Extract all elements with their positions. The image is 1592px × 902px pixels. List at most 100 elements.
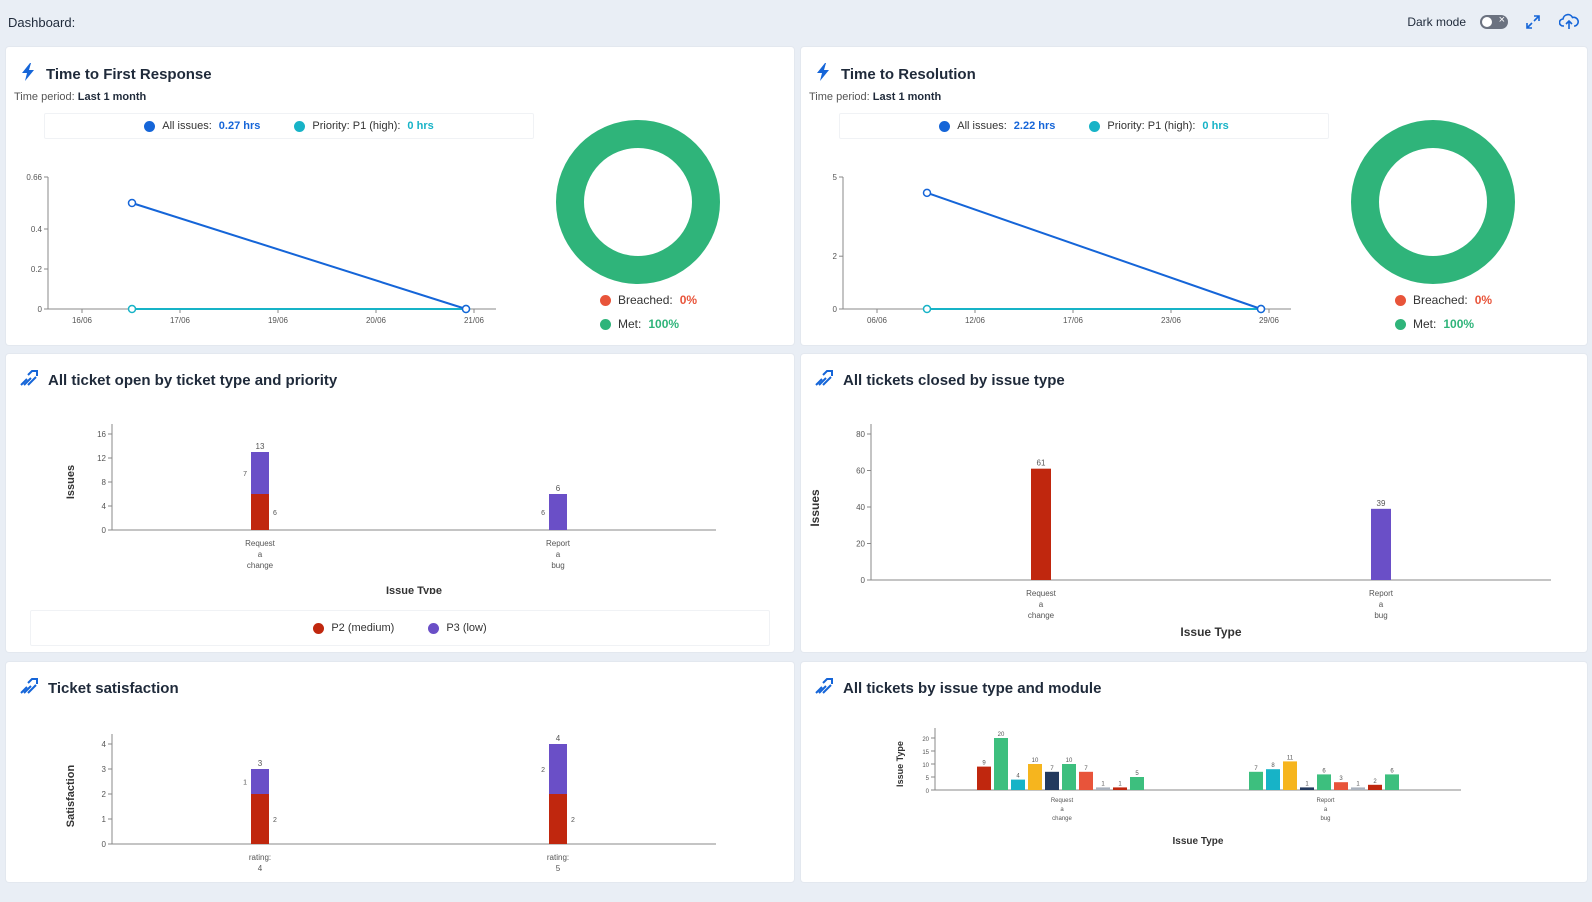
bar-label: 61 bbox=[1037, 459, 1046, 468]
bar-label: 6 bbox=[1390, 768, 1394, 774]
teal-dot-icon bbox=[294, 120, 306, 132]
y-axis-title: Issue Type bbox=[895, 741, 905, 787]
y-tick-label: 40 bbox=[856, 503, 865, 512]
y-tick-label: 12 bbox=[97, 454, 106, 463]
bar-label: 39 bbox=[1377, 499, 1386, 508]
x-tick-label: change bbox=[247, 561, 274, 570]
legend-all-label: All issues: bbox=[162, 120, 212, 132]
legend-p1-value: 0 hrs bbox=[407, 120, 434, 132]
first-response-panel: Time to First Response Time period: Last… bbox=[6, 47, 794, 345]
bar-label: 1 bbox=[1305, 781, 1309, 787]
y-axis-title: Issues bbox=[65, 465, 77, 499]
met-label: Met: bbox=[618, 317, 642, 331]
y-tick-label: 0.2 bbox=[31, 265, 43, 274]
time-period-value: Last 1 month bbox=[872, 91, 942, 103]
donut-slice bbox=[1351, 120, 1515, 284]
closed-by-type-panel: All tickets closed by issue type 0 20 40 60… bbox=[801, 354, 1587, 652]
bar-label: 7 bbox=[1254, 766, 1258, 772]
x-axis-title: Issue Type bbox=[1180, 625, 1241, 639]
bar bbox=[1283, 761, 1297, 790]
chart-brand-icon bbox=[20, 678, 38, 698]
y-tick-label: 4 bbox=[102, 502, 107, 511]
met-label: Met: bbox=[1413, 317, 1437, 331]
chart-brand-icon bbox=[20, 370, 38, 390]
legend-all-issues[interactable]: All issues: 0.27 hrs bbox=[144, 120, 260, 132]
bar-label: 1 bbox=[1118, 781, 1122, 787]
x-tick-label: 17/06 bbox=[1063, 316, 1084, 325]
y-tick-label: 0 bbox=[102, 526, 107, 535]
met-value: 100% bbox=[1443, 317, 1475, 331]
x-tick-label: bug bbox=[1374, 611, 1387, 620]
green-dot-icon bbox=[1395, 318, 1406, 330]
x-tick-label: bug bbox=[551, 561, 564, 570]
legend-breached[interactable]: Breached: 0% bbox=[600, 293, 697, 307]
red-dot-icon bbox=[600, 294, 611, 306]
panel-title: Ticket satisfaction bbox=[20, 678, 179, 698]
y-tick-label: 2 bbox=[102, 790, 107, 799]
blue-dot-icon bbox=[144, 120, 156, 132]
dark-mode-toggle[interactable] bbox=[1480, 14, 1508, 29]
bar-segment bbox=[251, 769, 269, 794]
lightning-icon bbox=[815, 63, 831, 85]
bar bbox=[1317, 774, 1331, 790]
y-tick-label: 5 bbox=[926, 776, 930, 782]
purple-dot-icon bbox=[428, 622, 440, 634]
bar-segment bbox=[549, 794, 567, 844]
y-tick-label: 0.4 bbox=[31, 225, 43, 234]
x-tick-label: 4 bbox=[258, 864, 263, 873]
bar bbox=[1368, 784, 1382, 790]
legend-breached[interactable]: Breached: 0% bbox=[1395, 293, 1492, 307]
x-tick-label: Report bbox=[546, 539, 571, 548]
lightning-icon bbox=[20, 63, 36, 85]
panel-title: Time to Resolution bbox=[815, 63, 976, 85]
breached-label: Breached: bbox=[1413, 293, 1468, 307]
time-period-label: Time period: bbox=[14, 91, 75, 103]
time-period: Time period: Last 1 month bbox=[809, 91, 941, 103]
met-value: 100% bbox=[648, 317, 680, 331]
expand-icon[interactable] bbox=[1522, 11, 1544, 33]
legend-p2[interactable]: P2 (medium) bbox=[313, 622, 394, 634]
x-axis-title: Issue Type bbox=[386, 585, 442, 594]
legend-p2-label: P2 (medium) bbox=[331, 622, 395, 634]
open-by-type-bar-chart: 0 4 8 12 16 6 7 13 Request a change 6 6 Report a bug Iss… bbox=[65, 424, 716, 594]
bar bbox=[1028, 764, 1042, 790]
series-line bbox=[926, 191, 1262, 310]
breached-value: 0% bbox=[679, 293, 698, 307]
time-period-value: Last 1 month bbox=[77, 91, 147, 103]
closed-by-type-title: All tickets closed by issue type bbox=[843, 371, 1065, 389]
x-tick-label: 23/06 bbox=[1161, 316, 1182, 325]
x-tick-label: rating: bbox=[249, 853, 271, 862]
y-tick-label: 2 bbox=[833, 252, 838, 261]
bar bbox=[1249, 771, 1263, 790]
y-tick-label: 3 bbox=[102, 765, 107, 774]
first-response-donut-chart bbox=[556, 120, 720, 284]
y-tick-label: 60 bbox=[856, 467, 865, 476]
x-tick-label: Request bbox=[1026, 589, 1057, 598]
priority-legend: P2 (medium) P3 (low) bbox=[30, 610, 770, 646]
first-response-line-chart: 0 0.2 0.4 0.66 16/06 17/06 19/06 20/06 21/06 bbox=[26, 173, 496, 325]
legend-p1-value: 0 hrs bbox=[1202, 120, 1229, 132]
bar-label: 20 bbox=[998, 732, 1005, 738]
time-period: Time period: Last 1 month bbox=[14, 91, 146, 103]
x-tick-label: 29/06 bbox=[1259, 316, 1280, 325]
x-tick-label: Request bbox=[245, 539, 276, 548]
legend-p3[interactable]: P3 (low) bbox=[428, 622, 487, 634]
legend-p1[interactable]: Priority: P1 (high): 0 hrs bbox=[294, 120, 434, 132]
bar-label: 6 bbox=[1322, 768, 1326, 774]
bar-segment bbox=[251, 494, 269, 530]
bar-label: 11 bbox=[1287, 755, 1294, 761]
bar-segment bbox=[549, 744, 567, 794]
resolution-line-chart: 0 2 5 06/06 12/06 17/06 23/06 29/06 bbox=[833, 173, 1291, 325]
legend-all-issues[interactable]: All issues: 2.22 hrs bbox=[939, 120, 1055, 132]
y-axis-title: Satisfaction bbox=[65, 765, 77, 828]
legend-met[interactable]: Met: 100% bbox=[1395, 317, 1492, 331]
x-tick-label: change bbox=[1052, 816, 1072, 822]
cloud-upload-icon[interactable] bbox=[1558, 11, 1580, 33]
legend-p3-label: P3 (low) bbox=[446, 622, 487, 634]
legend-p1[interactable]: Priority: P1 (high): 0 hrs bbox=[1089, 120, 1229, 132]
donut-slice bbox=[556, 120, 720, 284]
x-tick-label: a bbox=[1379, 600, 1384, 609]
legend-met[interactable]: Met: 100% bbox=[600, 317, 697, 331]
panel-title: All tickets closed by issue type bbox=[815, 370, 1065, 390]
y-tick-label: 0 bbox=[833, 305, 838, 314]
